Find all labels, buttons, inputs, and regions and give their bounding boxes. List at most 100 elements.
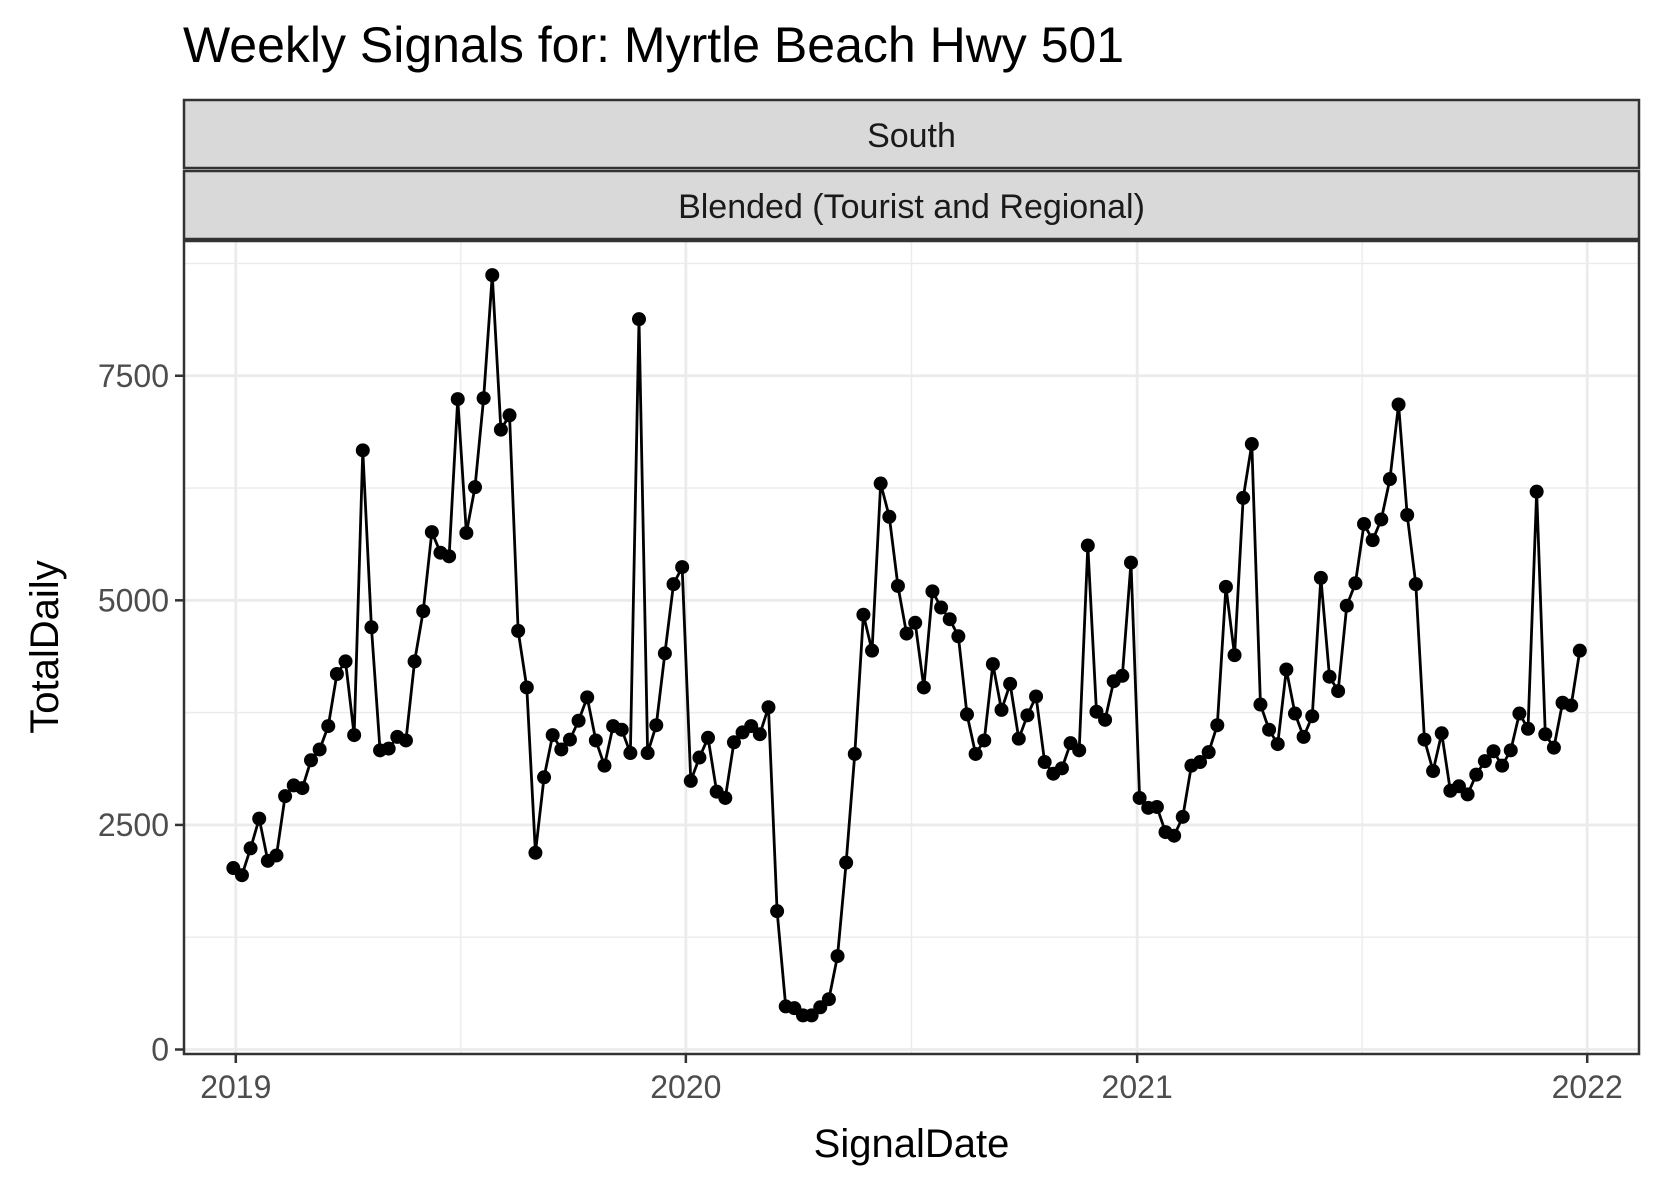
data-point [537, 770, 552, 785]
data-point [1193, 755, 1208, 770]
data-point [1538, 727, 1553, 742]
data-point [631, 312, 646, 327]
data-point [1201, 745, 1216, 760]
data-point [468, 480, 482, 495]
data-point [502, 408, 517, 423]
data-point [312, 742, 327, 757]
data-point [1348, 576, 1363, 591]
data-point [873, 476, 888, 491]
data-point [347, 728, 362, 743]
data-point [666, 577, 681, 592]
data-point [1037, 755, 1052, 770]
x-tick-label: 2020 [650, 1069, 721, 1105]
data-point [1253, 697, 1268, 712]
data-point [985, 657, 1000, 672]
data-point [1296, 729, 1311, 744]
data-point [1382, 472, 1397, 487]
major-gridlines [184, 241, 1639, 1054]
plot-border [182, 239, 1641, 1056]
data-point [890, 578, 905, 593]
data-point [295, 781, 310, 796]
data-point [847, 746, 862, 761]
y-axis: 0 2500 5000 7500 [98, 358, 184, 1068]
data-point [528, 845, 543, 860]
data-point [338, 654, 353, 669]
data-point [821, 992, 836, 1007]
data-point [1460, 787, 1475, 802]
data-point [1365, 533, 1380, 548]
data-point [770, 904, 785, 919]
data-point [476, 391, 491, 406]
data-point [1227, 648, 1242, 663]
x-tick-label: 2021 [1102, 1069, 1173, 1105]
data-point [424, 525, 439, 540]
data-point [252, 811, 267, 826]
data-point [934, 600, 949, 615]
data-point [580, 690, 595, 705]
data-point [657, 646, 672, 661]
chart-title: Weekly Signals for: Myrtle Beach Hwy 501 [183, 17, 1124, 73]
data-point [1391, 397, 1406, 412]
facet-strip-segment-label: Blended (Tourist and Regional) [678, 188, 1145, 226]
data-point [701, 730, 716, 745]
data-point [1512, 706, 1527, 721]
data-point [442, 549, 457, 564]
data-point [1210, 718, 1225, 733]
data-point [243, 841, 258, 856]
data-point [545, 728, 560, 743]
data-point [968, 746, 983, 761]
data-point [614, 722, 629, 737]
data-point [1080, 538, 1095, 553]
data-point [856, 607, 871, 622]
data-point [649, 718, 664, 733]
data-point [959, 707, 974, 722]
data-point [1236, 490, 1251, 505]
data-point [1495, 758, 1510, 773]
data-point [1244, 437, 1259, 452]
data-point [1400, 507, 1415, 522]
data-point [899, 626, 914, 641]
data-point [588, 733, 603, 748]
data-point [916, 680, 931, 695]
data-point [571, 713, 586, 728]
data-point [364, 620, 379, 635]
data-point [554, 742, 569, 757]
data-point [718, 790, 733, 805]
data-point [278, 789, 293, 804]
data-point [1167, 828, 1182, 843]
data-point [1072, 743, 1087, 758]
facet-strip-region-label: South [867, 117, 956, 155]
data-point [640, 746, 655, 761]
data-point [407, 654, 422, 669]
data-point [1546, 740, 1561, 755]
data-point [1374, 512, 1389, 527]
data-point [1262, 722, 1277, 737]
data-point [1426, 764, 1441, 779]
data-point [683, 773, 698, 788]
data-point [1149, 799, 1164, 814]
data-point [692, 750, 707, 765]
data-point [398, 733, 413, 748]
x-tick-label: 2019 [200, 1069, 271, 1105]
data-point [925, 584, 940, 599]
data-point [1029, 689, 1044, 704]
data-point [675, 560, 690, 575]
data-point [1003, 676, 1018, 691]
data-point [329, 667, 344, 682]
x-tick-label: 2022 [1552, 1069, 1623, 1105]
y-tick-label: 7500 [98, 358, 169, 394]
y-tick-label: 5000 [98, 582, 169, 618]
x-axis-title: SignalDate [814, 1122, 1010, 1166]
data-point [1521, 721, 1536, 736]
data-point [839, 855, 854, 870]
data-point [908, 615, 923, 630]
data-point [623, 746, 638, 761]
data-point [1123, 555, 1138, 570]
data-point [752, 727, 767, 742]
data-point [1408, 577, 1423, 592]
data-point [1477, 754, 1492, 769]
data-point [1331, 684, 1346, 699]
data-point [1417, 732, 1432, 747]
data-point [1218, 579, 1233, 594]
